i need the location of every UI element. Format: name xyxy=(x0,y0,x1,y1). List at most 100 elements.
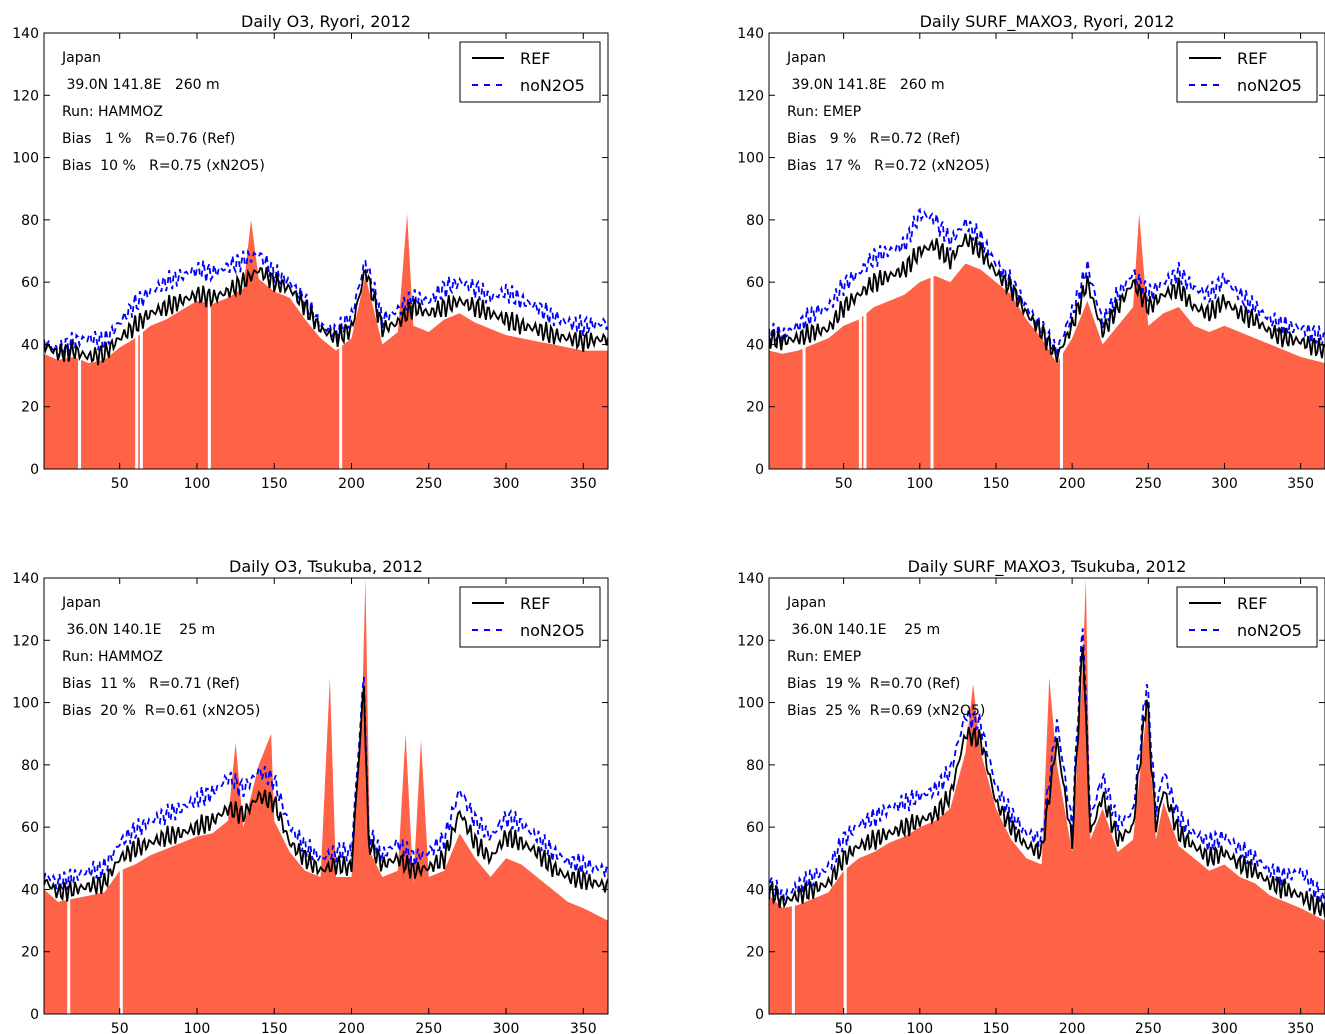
series-line-ref xyxy=(769,232,1325,363)
observed-gap xyxy=(858,33,862,469)
x-tick-label: 50 xyxy=(835,476,853,492)
legend-label-non2o5: noN2O5 xyxy=(520,76,585,95)
chart-panel-4: 50 100 150 200 250 300 350 0 20 40 60 80 100 120 140 Da… xyxy=(737,557,1325,1034)
x-tick-label: 150 xyxy=(261,1021,288,1034)
legend-box xyxy=(1176,586,1318,648)
legend-label-ref: REF xyxy=(1237,49,1267,68)
annotation-text: Run: EMEP xyxy=(787,649,861,665)
series-line-non2o5 xyxy=(44,248,608,358)
y-tick-label: 40 xyxy=(21,882,39,898)
axes-frame xyxy=(43,32,609,470)
y-tick-label: 20 xyxy=(21,400,39,416)
y-tick-label: 60 xyxy=(746,820,764,836)
legend-label-non2o5: noN2O5 xyxy=(520,621,585,640)
annotation-text: Bias 1 % R=0.76 (Ref) xyxy=(62,131,235,147)
x-tick-label: 350 xyxy=(570,1021,597,1034)
plot-area xyxy=(769,578,1325,1014)
legend: REF noN2O5 xyxy=(1176,586,1318,648)
series-line-ref xyxy=(769,646,1325,918)
x-tick-label: 250 xyxy=(1135,476,1162,492)
y-tick-label: 100 xyxy=(737,151,764,167)
y-tick-label: 40 xyxy=(746,882,764,898)
y-tick-label: 0 xyxy=(30,1007,39,1023)
axes-frame xyxy=(768,577,1325,1015)
x-tick-label: 300 xyxy=(1211,476,1238,492)
observed-gap xyxy=(791,578,795,1014)
y-tick-label: 0 xyxy=(30,462,39,478)
legend-label-ref: REF xyxy=(520,594,550,613)
x-tick-label: 100 xyxy=(906,1021,933,1034)
y-tick-label: 120 xyxy=(737,633,764,649)
observed-area xyxy=(44,578,608,1014)
x-tick-label: 350 xyxy=(1287,1021,1314,1034)
x-tick-label: 250 xyxy=(1135,1021,1162,1034)
x-tick-label: 150 xyxy=(983,1021,1010,1034)
y-tick-label: 100 xyxy=(12,151,39,167)
y-tick-label: 0 xyxy=(755,1007,764,1023)
y-tick-label: 120 xyxy=(12,88,39,104)
y-tick-label: 20 xyxy=(746,400,764,416)
y-tick-label: 80 xyxy=(746,213,764,229)
observed-area xyxy=(769,213,1325,469)
plot-area xyxy=(769,33,1325,469)
legend-box xyxy=(1176,41,1318,103)
x-tick-label: 50 xyxy=(111,476,129,492)
y-tick-label: 80 xyxy=(21,213,39,229)
series-line-non2o5 xyxy=(44,676,608,891)
y-tick-label: 40 xyxy=(746,337,764,353)
annotation-text: Run: HAMMOZ xyxy=(62,649,163,665)
annotation-text: Japan xyxy=(61,50,101,66)
x-tick-label: 350 xyxy=(570,476,597,492)
x-tick-label: 300 xyxy=(1211,1021,1238,1034)
observed-gap xyxy=(843,578,847,1014)
x-tick-label: 200 xyxy=(338,476,365,492)
annotation-text: Japan xyxy=(786,595,826,611)
annotation-text: Japan xyxy=(786,50,826,66)
x-tick-label: 300 xyxy=(493,476,520,492)
x-tick-label: 100 xyxy=(184,1021,211,1034)
x-tick-label: 150 xyxy=(261,476,288,492)
y-tick-label: 140 xyxy=(737,571,764,587)
legend-box xyxy=(459,41,601,103)
observed-gap xyxy=(67,578,71,1014)
observed-gap xyxy=(863,33,867,469)
observed-area xyxy=(44,213,608,469)
y-tick-label: 120 xyxy=(737,88,764,104)
x-tick-label: 200 xyxy=(338,1021,365,1034)
y-tick-label: 40 xyxy=(21,337,39,353)
annotation-text: Bias 25 % R=0.69 (xN2O5) xyxy=(787,703,985,719)
y-tick-label: 100 xyxy=(737,696,764,712)
annotation-text: Run: EMEP xyxy=(787,104,861,120)
series-line-ref xyxy=(44,266,608,366)
annotation-text: Bias 9 % R=0.72 (Ref) xyxy=(787,131,960,147)
annotation-text: Bias 19 % R=0.70 (Ref) xyxy=(787,676,960,692)
y-tick-label: 80 xyxy=(746,758,764,774)
x-tick-label: 100 xyxy=(184,476,211,492)
annotation-text: Bias 10 % R=0.75 (xN2O5) xyxy=(62,158,265,174)
legend: REF noN2O5 xyxy=(459,586,601,648)
legend-box xyxy=(459,586,601,648)
chart-panel-1: 50 100 150 200 250 300 350 0 20 40 60 80 100 120 140 Da… xyxy=(12,12,609,492)
plot-area xyxy=(44,578,608,1014)
y-tick-label: 140 xyxy=(12,571,39,587)
x-tick-label: 50 xyxy=(111,1021,129,1034)
legend: REF noN2O5 xyxy=(459,41,601,103)
annotation-text: Bias 20 % R=0.61 (xN2O5) xyxy=(62,703,260,719)
chart-title: Daily O3, Tsukuba, 2012 xyxy=(229,557,423,576)
x-tick-label: 250 xyxy=(415,476,442,492)
y-tick-label: 60 xyxy=(21,275,39,291)
annotation-text: Bias 17 % R=0.72 (xN2O5) xyxy=(787,158,990,174)
observed-gap xyxy=(1059,33,1063,469)
y-tick-label: 0 xyxy=(755,462,764,478)
axes-frame xyxy=(43,577,609,1015)
legend-label-ref: REF xyxy=(1237,594,1267,613)
y-tick-label: 120 xyxy=(12,633,39,649)
chart-panel-2: 50 100 150 200 250 300 350 0 20 40 60 80 100 120 140 Da… xyxy=(737,12,1325,492)
annotation-text: Japan xyxy=(61,595,101,611)
plot-area xyxy=(44,33,608,469)
legend: REF noN2O5 xyxy=(1176,41,1318,103)
observed-gap xyxy=(802,33,806,469)
observed-gap xyxy=(339,33,343,469)
chart-title: Daily SURF_MAXO3, Tsukuba, 2012 xyxy=(908,557,1187,577)
